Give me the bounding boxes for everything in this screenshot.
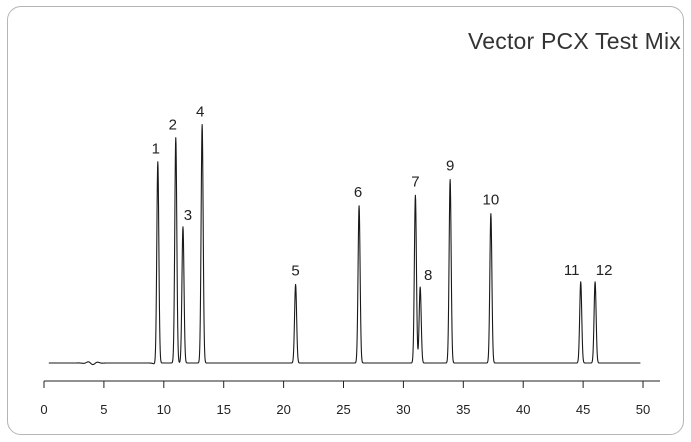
peak-label-8: 8 bbox=[424, 267, 432, 284]
x-tick-label-0: 0 bbox=[40, 402, 47, 417]
x-tick-label-35: 35 bbox=[456, 402, 470, 417]
peak-label-11: 11 bbox=[564, 262, 580, 279]
x-tick-label-20: 20 bbox=[276, 402, 290, 417]
peak-label-12: 12 bbox=[596, 262, 613, 279]
peak-label-1: 1 bbox=[152, 140, 160, 157]
peak-label-7: 7 bbox=[411, 173, 419, 190]
chart-title: Vector PCX Test Mix bbox=[467, 28, 681, 54]
x-tick-label-45: 45 bbox=[576, 402, 590, 417]
x-tick-label-5: 5 bbox=[100, 402, 107, 417]
x-tick-label-30: 30 bbox=[396, 402, 410, 417]
x-tick-label-50: 50 bbox=[636, 402, 650, 417]
x-tick-label-15: 15 bbox=[216, 402, 230, 417]
x-tick-label-10: 10 bbox=[157, 402, 171, 417]
peak-label-6: 6 bbox=[354, 184, 362, 201]
peak-label-5: 5 bbox=[291, 262, 299, 279]
x-tick-label-40: 40 bbox=[516, 402, 530, 417]
peak-label-10: 10 bbox=[483, 192, 500, 209]
chromatogram-trace bbox=[48, 124, 641, 366]
peak-label-9: 9 bbox=[446, 158, 454, 175]
x-tick-label-25: 25 bbox=[336, 402, 350, 417]
peak-label-2: 2 bbox=[169, 117, 177, 134]
peak-label-3: 3 bbox=[184, 207, 192, 224]
peak-label-4: 4 bbox=[196, 104, 204, 121]
